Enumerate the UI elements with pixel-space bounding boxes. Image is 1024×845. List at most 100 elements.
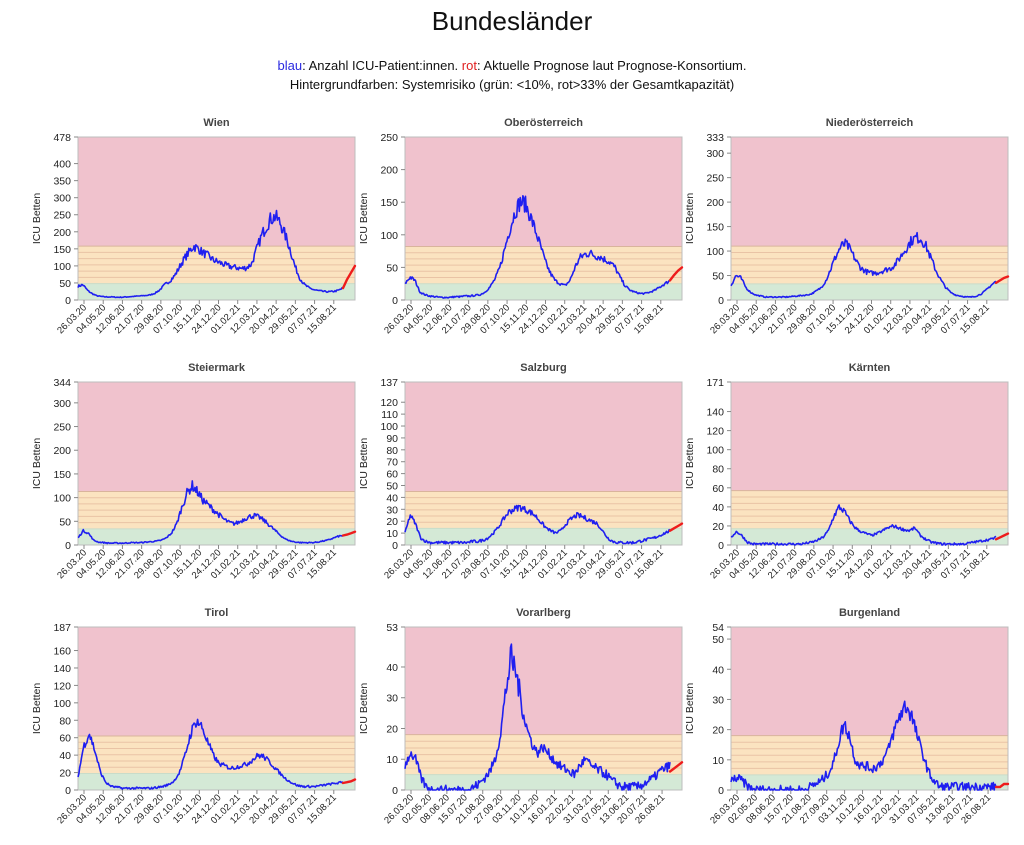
y-axis-label: ICU Betten [684, 438, 696, 490]
y-tick-label: 20 [386, 723, 398, 735]
y-axis-label: ICU Betten [31, 683, 43, 735]
y-tick-label: 200 [380, 165, 398, 177]
y-tick-label: 40 [386, 492, 398, 504]
y-tick-label: 100 [380, 230, 398, 242]
plot-frame [77, 136, 356, 301]
chart-title: Vorarlberg [516, 607, 571, 619]
y-tick-label: 100 [706, 445, 724, 457]
y-tick-label: 187 [53, 622, 71, 634]
plot-frame [404, 381, 683, 546]
series-forecast-line [341, 530, 357, 537]
y-tick-label: 100 [53, 493, 71, 505]
y-axis-label: ICU Betten [684, 193, 696, 245]
chart-panel-3: 0 50 100 150 200 250 300 344 ICU Betten Steiermar… [31, 362, 357, 581]
y-tick-label: 30 [386, 504, 398, 516]
y-tick-label: 40 [59, 750, 71, 762]
y-tick-label: 20 [386, 516, 398, 528]
chart-panel-2: 0 50 100 150 200 250 300 333 ICU Betten Niederöst… [684, 117, 1010, 336]
series-actual-line [404, 643, 671, 791]
series-actual-line [404, 504, 671, 545]
legend-red-word: rot [461, 58, 477, 73]
y-tick-label: 250 [380, 132, 398, 144]
y-tick-label: 0 [392, 295, 398, 307]
y-tick-label: 171 [706, 377, 724, 389]
chart-title: Kärnten [849, 362, 891, 374]
y-tick-label: 60 [59, 733, 71, 745]
legend-text-1: : Anzahl ICU-Patient:innen. [302, 58, 462, 73]
y-tick-label: 160 [53, 646, 71, 658]
y-tick-label: 50 [712, 271, 724, 283]
series-actual-line [77, 209, 344, 299]
y-axis-label: ICU Betten [31, 438, 43, 490]
y-tick-label: 0 [718, 785, 724, 797]
y-tick-label: 80 [59, 715, 71, 727]
plot-frame [404, 136, 683, 301]
y-axis-label: ICU Betten [358, 193, 370, 245]
legend-text-2: : Aktuelle Prognose laut Prognose-Konsor… [476, 58, 747, 73]
plot-frame [77, 381, 356, 546]
y-tick-label: 0 [65, 785, 71, 797]
y-tick-label: 70 [386, 457, 398, 469]
chart-title: Wien [203, 117, 229, 129]
legend-blue-word: blau [277, 58, 303, 73]
y-tick-label: 0 [718, 540, 724, 552]
chart-title: Tirol [205, 607, 229, 619]
y-tick-label: 30 [712, 694, 724, 706]
chart-panel-0: 0 50 100 150 200 250 300 350 400 478 ICU Betten Wie… [31, 117, 357, 336]
zone-green [731, 528, 1008, 545]
y-tick-label: 100 [53, 261, 71, 273]
y-tick-label: 300 [53, 193, 71, 205]
series-actual-line [730, 700, 997, 791]
plot-frame [730, 626, 1009, 791]
y-axis-label: ICU Betten [31, 193, 43, 245]
series-actual-line [730, 504, 997, 546]
y-tick-label: 120 [380, 397, 398, 409]
zone-green [78, 528, 355, 545]
chart-title: Salzburg [520, 362, 566, 374]
series-forecast-line [994, 782, 1010, 789]
y-tick-label: 40 [386, 662, 398, 674]
y-tick-label: 100 [706, 246, 724, 258]
y-tick-label: 150 [380, 197, 398, 209]
y-tick-label: 40 [712, 502, 724, 514]
y-tick-label: 350 [53, 176, 71, 188]
plot-frame [77, 626, 356, 791]
y-tick-label: 40 [712, 664, 724, 676]
legend: blau: Anzahl ICU-Patient:innen. rot: Akt… [0, 56, 1024, 94]
zone-red [78, 627, 355, 736]
y-tick-label: 10 [386, 754, 398, 766]
y-tick-label: 344 [53, 377, 71, 389]
y-axis-label: ICU Betten [358, 683, 370, 735]
series-actual-line [730, 231, 997, 299]
y-tick-label: 0 [65, 295, 71, 307]
series-forecast-line [668, 266, 684, 282]
series-actual-line [404, 195, 671, 299]
legend-line-2: Hintergrundfarben: Systemrisiko (grün: <… [289, 77, 735, 92]
y-tick-label: 250 [53, 422, 71, 434]
y-tick-label: 100 [380, 421, 398, 433]
y-tick-label: 150 [53, 469, 71, 481]
series-forecast-line [341, 778, 357, 785]
y-tick-label: 100 [53, 698, 71, 710]
y-tick-label: 250 [706, 173, 724, 185]
y-tick-label: 0 [65, 540, 71, 552]
y-tick-label: 20 [712, 521, 724, 533]
zone-red [78, 382, 355, 492]
y-tick-label: 150 [706, 222, 724, 234]
zone-red [405, 382, 682, 492]
y-tick-label: 50 [59, 516, 71, 528]
y-tick-label: 50 [386, 262, 398, 274]
y-tick-label: 20 [712, 725, 724, 737]
zone-red [405, 627, 682, 735]
chart-title: Oberösterreich [504, 117, 583, 129]
y-tick-label: 150 [53, 244, 71, 256]
y-tick-label: 10 [712, 755, 724, 767]
series-actual-line [77, 480, 344, 545]
plot-frame [730, 381, 1009, 546]
y-tick-label: 200 [706, 197, 724, 209]
series-forecast-line [994, 275, 1010, 285]
